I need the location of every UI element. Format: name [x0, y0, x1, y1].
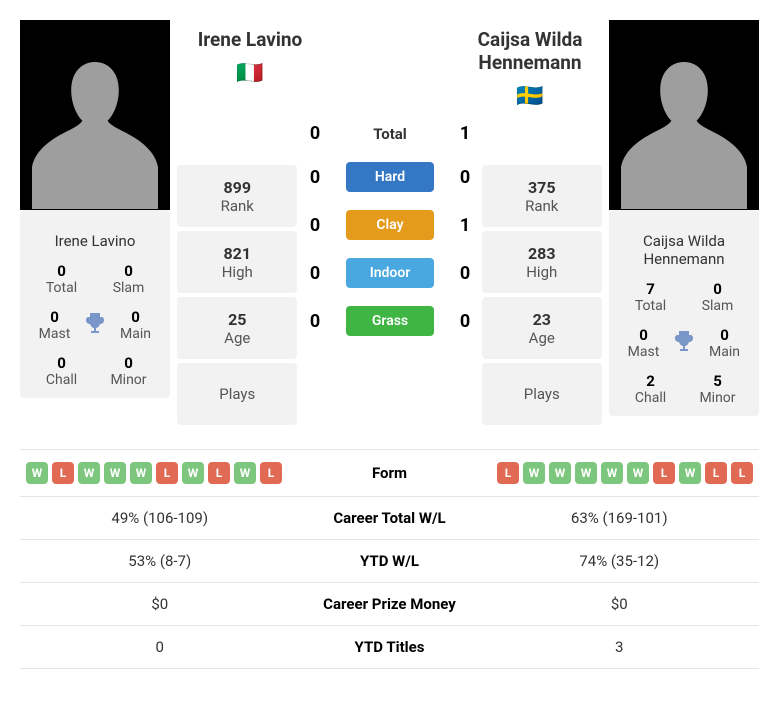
ytd-wl-row: 53% (8-7) YTD W/L 74% (35-12) [20, 540, 759, 583]
form-badge: W [130, 462, 152, 484]
form-badge: W [78, 462, 100, 484]
player2-plays-card: Plays [482, 363, 602, 425]
player1-photo [20, 20, 170, 210]
player-silhouette-icon [25, 40, 165, 210]
player2-slam: 0 Slam [686, 280, 749, 314]
h2h-hard: 0 Hard 0 [305, 162, 475, 192]
player1-form: WLWWWLWLWL [26, 462, 294, 484]
player2-photo [609, 20, 759, 210]
clay-badge[interactable]: Clay [346, 210, 434, 240]
trophy-icon-wrap [672, 329, 696, 357]
player1-titles-grid-2: 0 Mast 0 Main [30, 308, 160, 342]
player1-main: 0 Main [111, 308, 160, 342]
h2h-overlay: Irene Lavino 🇮🇹 Caijsa Wilda Hennemann 🇸… [185, 28, 595, 354]
form-badge: L [260, 462, 282, 484]
career-wl-row: 49% (106-109) Career Total W/L 63% (169-… [20, 497, 759, 540]
player1-titles-grid-3: 0 Chall 0 Minor [30, 354, 160, 388]
form-badge: L [731, 462, 753, 484]
player2-main: 0 Main [700, 326, 749, 360]
ytd-titles-row: 0 YTD Titles 3 [20, 626, 759, 669]
player2-titles-grid: 7 Total 0 Slam [619, 280, 749, 314]
player1-card: Irene Lavino 0 Total 0 Slam 0 Mast [20, 210, 170, 398]
h2h-indoor: 0 Indoor 0 [305, 258, 475, 288]
form-badge: W [549, 462, 571, 484]
form-badge: L [653, 462, 675, 484]
form-badge: W [627, 462, 649, 484]
player2-titles-grid-3: 2 Chall 5 Minor [619, 372, 749, 406]
h2h-total: 0 Total 1 [305, 123, 475, 144]
player2-minor: 5 Minor [686, 372, 749, 406]
form-badge: W [234, 462, 256, 484]
player2-mast: 0 Mast [619, 326, 668, 360]
player1-slam: 0 Slam [97, 262, 160, 296]
p1-flag-top: 🇮🇹 [185, 61, 315, 86]
form-badge: L [705, 462, 727, 484]
form-badge: W [26, 462, 48, 484]
indoor-badge[interactable]: Indoor [346, 258, 434, 288]
h2h-grass: 0 Grass 0 [305, 306, 475, 336]
form-badge: W [104, 462, 126, 484]
form-row: WLWWWLWLWL Form LWWWWWLWLL [20, 449, 759, 497]
player2-card: Caijsa Wilda Hennemann 7 Total 0 Slam 0 … [609, 210, 759, 416]
form-badge: W [182, 462, 204, 484]
trophy-icon-wrap [83, 311, 107, 339]
player1-plays-card: Plays [177, 363, 297, 425]
player2-chall: 2 Chall [619, 372, 682, 406]
player1-minor: 0 Minor [97, 354, 160, 388]
p2-name-top: Caijsa Wilda Hennemann [465, 28, 595, 74]
comparison-table: WLWWWLWLWL Form LWWWWWLWLL 49% (106-109)… [20, 449, 759, 669]
trophy-icon [672, 329, 696, 353]
player1-mast: 0 Mast [30, 308, 79, 342]
player1-total: 0 Total [30, 262, 93, 296]
player1-column: Irene Lavino 0 Total 0 Slam 0 Mast [20, 20, 170, 429]
p2-flag-top: 🇸🇪 [465, 84, 595, 109]
career-prize-row: $0 Career Prize Money $0 [20, 583, 759, 626]
player2-titles-grid-2: 0 Mast 0 Main [619, 326, 749, 360]
player2-form: LWWWWWLWLL [486, 462, 754, 484]
player-silhouette-icon [614, 40, 754, 210]
form-badge: L [208, 462, 230, 484]
h2h-clay: 0 Clay 1 [305, 210, 475, 240]
form-badge: W [601, 462, 623, 484]
player2-name-below: Caijsa Wilda Hennemann [619, 232, 749, 268]
player2-column: Caijsa Wilda Hennemann 7 Total 0 Slam 0 … [609, 20, 759, 429]
player1-titles-grid: 0 Total 0 Slam [30, 262, 160, 296]
form-badge: W [679, 462, 701, 484]
player1-name-below: Irene Lavino [30, 232, 160, 250]
player1-chall: 0 Chall [30, 354, 93, 388]
form-badge: W [523, 462, 545, 484]
form-badge: W [575, 462, 597, 484]
player2-total: 7 Total [619, 280, 682, 314]
trophy-icon [83, 311, 107, 335]
p1-name-top: Irene Lavino [185, 28, 315, 51]
hard-badge[interactable]: Hard [346, 162, 434, 192]
form-badge: L [497, 462, 519, 484]
grass-badge[interactable]: Grass [346, 306, 434, 336]
form-badge: L [52, 462, 74, 484]
form-badge: L [156, 462, 178, 484]
